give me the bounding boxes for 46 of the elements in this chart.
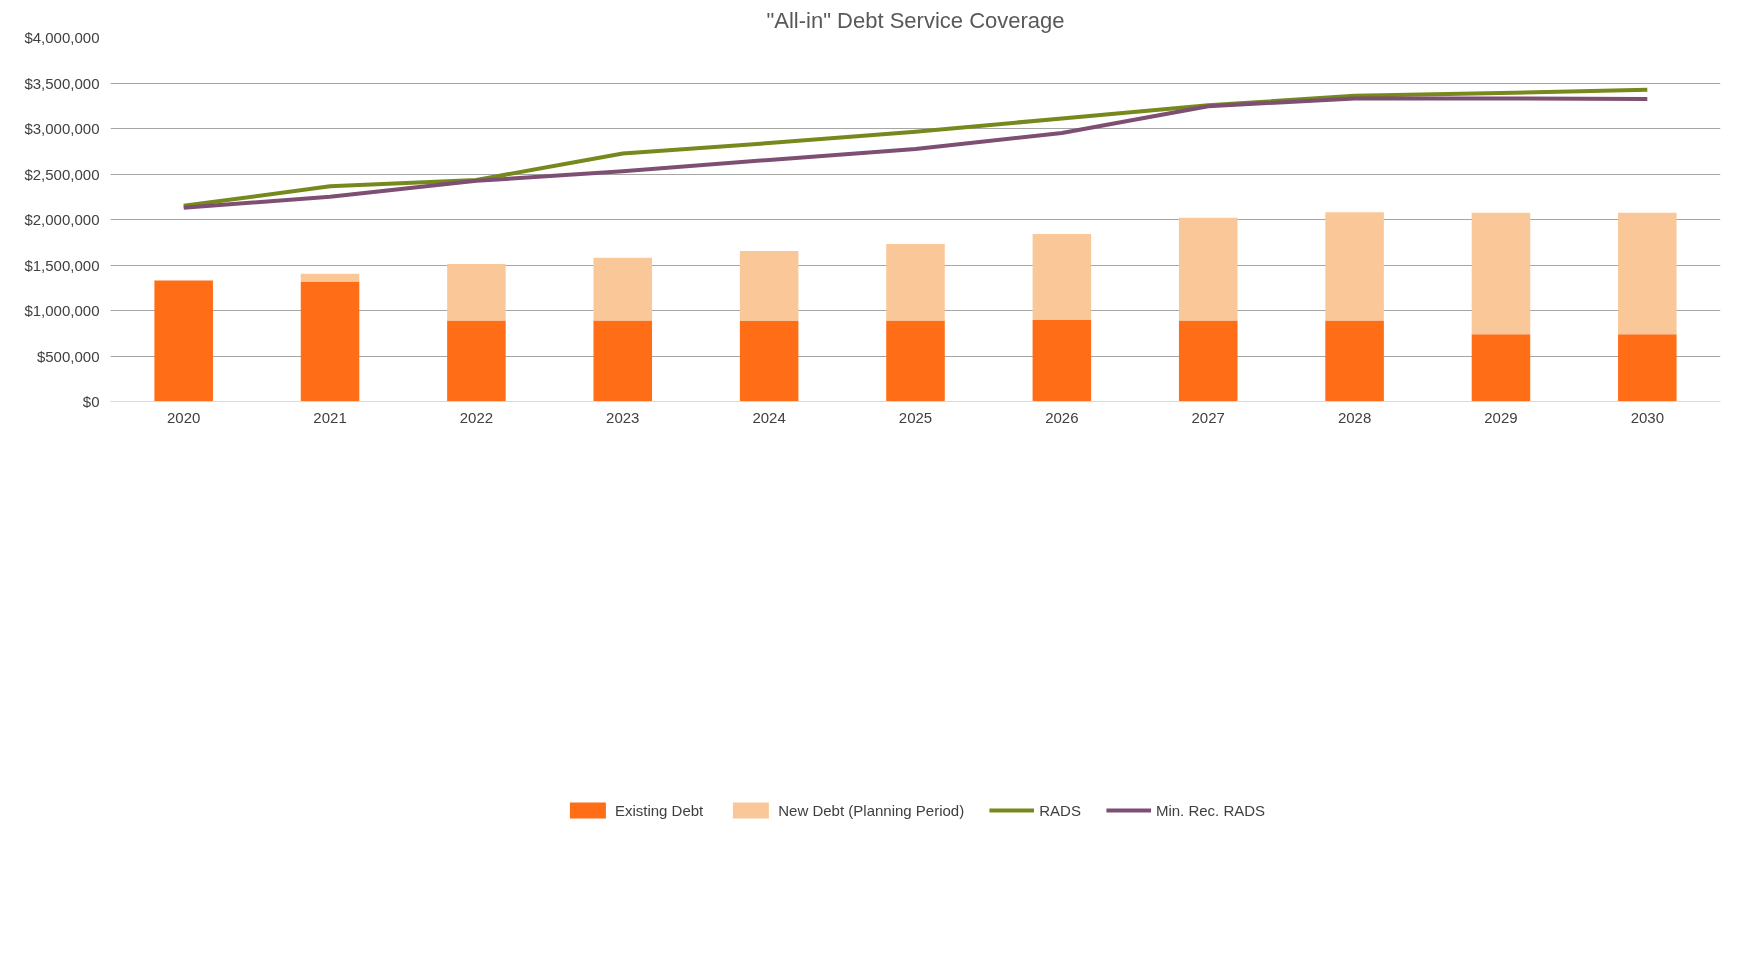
bar [1032,234,1092,321]
bar [886,244,945,321]
bar [1032,320,1092,402]
x-tick-label: 2020 [167,408,201,426]
y-tick-label: $3,500,000 [24,74,100,92]
x-tick-label: 2021 [313,408,347,426]
bar [300,281,360,402]
bar [154,280,213,402]
y-tick-label: $4,000,000 [24,29,100,46]
y-tick-label: $2,000,000 [24,211,100,228]
bar [739,320,799,402]
bar [593,257,653,321]
x-tick-label: 2029 [1484,408,1518,426]
bar [1618,334,1677,402]
x-tick-label: 2028 [1337,408,1372,426]
y-tick-label: $1,500,000 [24,256,100,274]
bar [886,320,945,402]
bar [1178,320,1238,402]
y-tick-label: $3,000,000 [24,120,100,137]
legend-label: RADS [1039,801,1081,819]
y-tick-label: $0 [82,393,100,410]
x-tick-label: 2024 [752,408,786,426]
bar [300,273,360,282]
legend-label: New Debt (Planning Period) [778,801,965,819]
x-tick-label: 2030 [1630,408,1665,426]
y-tick-label: $2,500,000 [24,165,100,183]
x-tick-label: 2022 [459,408,494,426]
legend-label: Existing Debt [614,801,704,819]
x-tick-label: 2026 [1045,408,1079,426]
x-tick-label: 2025 [898,408,933,426]
legend-label: Min. Rec. RADS [1155,801,1266,819]
y-tick-label: $1,000,000 [24,302,100,319]
bar [1471,334,1531,402]
bar [447,320,506,402]
bar [447,264,506,321]
x-tick-label: 2027 [1191,408,1225,426]
bar [1178,217,1238,321]
bar [739,250,799,321]
bar [593,320,653,402]
bar [1618,212,1677,335]
chart-title: "All-in" Debt Service Coverage [766,7,1065,33]
bar [1325,212,1384,321]
y-tick-label: $500,000 [36,347,100,365]
x-tick-label: 2023 [606,408,640,426]
bar [1471,212,1531,335]
bar [1325,320,1384,402]
